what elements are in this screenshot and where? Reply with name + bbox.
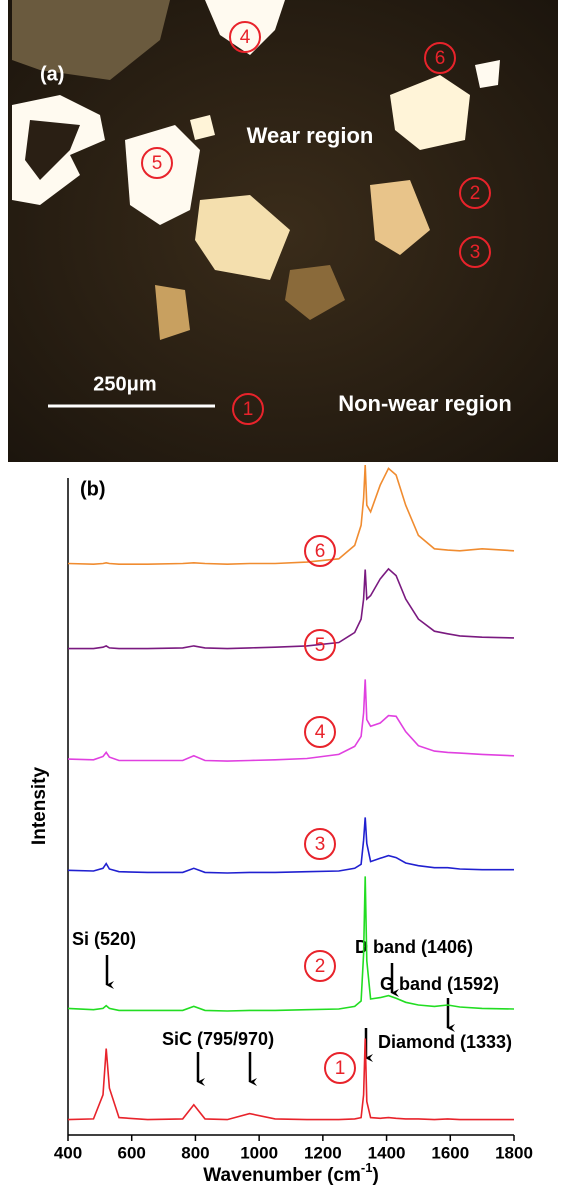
x-tick-label: 600 bbox=[118, 1143, 146, 1162]
x-axis-label: Wavenumber (cm-1) bbox=[203, 1160, 379, 1186]
panel-label: (a) bbox=[40, 63, 64, 85]
annotation: Diamond (1333) bbox=[378, 1032, 512, 1052]
spectrum-line bbox=[68, 817, 514, 873]
series-label: 2 bbox=[315, 956, 326, 977]
spectrum-line bbox=[68, 465, 514, 564]
x-label-close: ) bbox=[372, 1165, 378, 1186]
series-label: 6 bbox=[315, 541, 326, 562]
spot-label: 1 bbox=[243, 399, 254, 420]
spot-label: 4 bbox=[240, 27, 251, 48]
figure: (a) Wear region Non-wear region 250μm (b… bbox=[0, 0, 573, 1188]
x-tick-label: 800 bbox=[181, 1143, 209, 1162]
page: {"image": {"panel_label": "(a)", "wear_l… bbox=[0, 0, 573, 1188]
spot-label: 3 bbox=[470, 242, 481, 263]
x-tick-label: 1600 bbox=[431, 1143, 469, 1162]
series-label: 3 bbox=[315, 834, 326, 855]
annotation: Si (520) bbox=[72, 929, 136, 949]
micrograph: (a) Wear region Non-wear region 250μm bbox=[8, 0, 558, 462]
non-wear-label: Non-wear region bbox=[338, 391, 512, 416]
x-tick-label: 1800 bbox=[495, 1143, 533, 1162]
series-label: 1 bbox=[335, 1058, 346, 1079]
spot-label: 5 bbox=[152, 153, 163, 174]
x-tick-label: 1400 bbox=[368, 1143, 406, 1162]
spot-label: 6 bbox=[435, 48, 446, 69]
annotation: D band (1406) bbox=[355, 937, 473, 957]
spot-label: 2 bbox=[470, 183, 481, 204]
x-label-text: Wavenumber (cm bbox=[203, 1165, 361, 1186]
x-tick-label: 400 bbox=[54, 1143, 82, 1162]
y-axis-label: Intensity bbox=[29, 767, 50, 846]
annotation: G band (1592) bbox=[380, 974, 499, 994]
x-tick-label: 1000 bbox=[240, 1143, 278, 1162]
scale-bar-label: 250μm bbox=[93, 373, 156, 395]
panel-label: (b) bbox=[80, 478, 106, 500]
spectra: (b) Intensity Wavenumber (cm-1) Si (520)… bbox=[29, 478, 514, 1186]
wear-label: Wear region bbox=[247, 123, 374, 148]
series-label: 4 bbox=[315, 722, 326, 743]
series-label: 5 bbox=[315, 635, 326, 656]
x-tick-label: 1200 bbox=[304, 1143, 342, 1162]
x-label-sup: -1 bbox=[361, 1160, 373, 1175]
annotation: SiC (795/970) bbox=[162, 1029, 274, 1049]
spectrum-line bbox=[68, 679, 514, 761]
spectrum-line bbox=[68, 569, 514, 649]
